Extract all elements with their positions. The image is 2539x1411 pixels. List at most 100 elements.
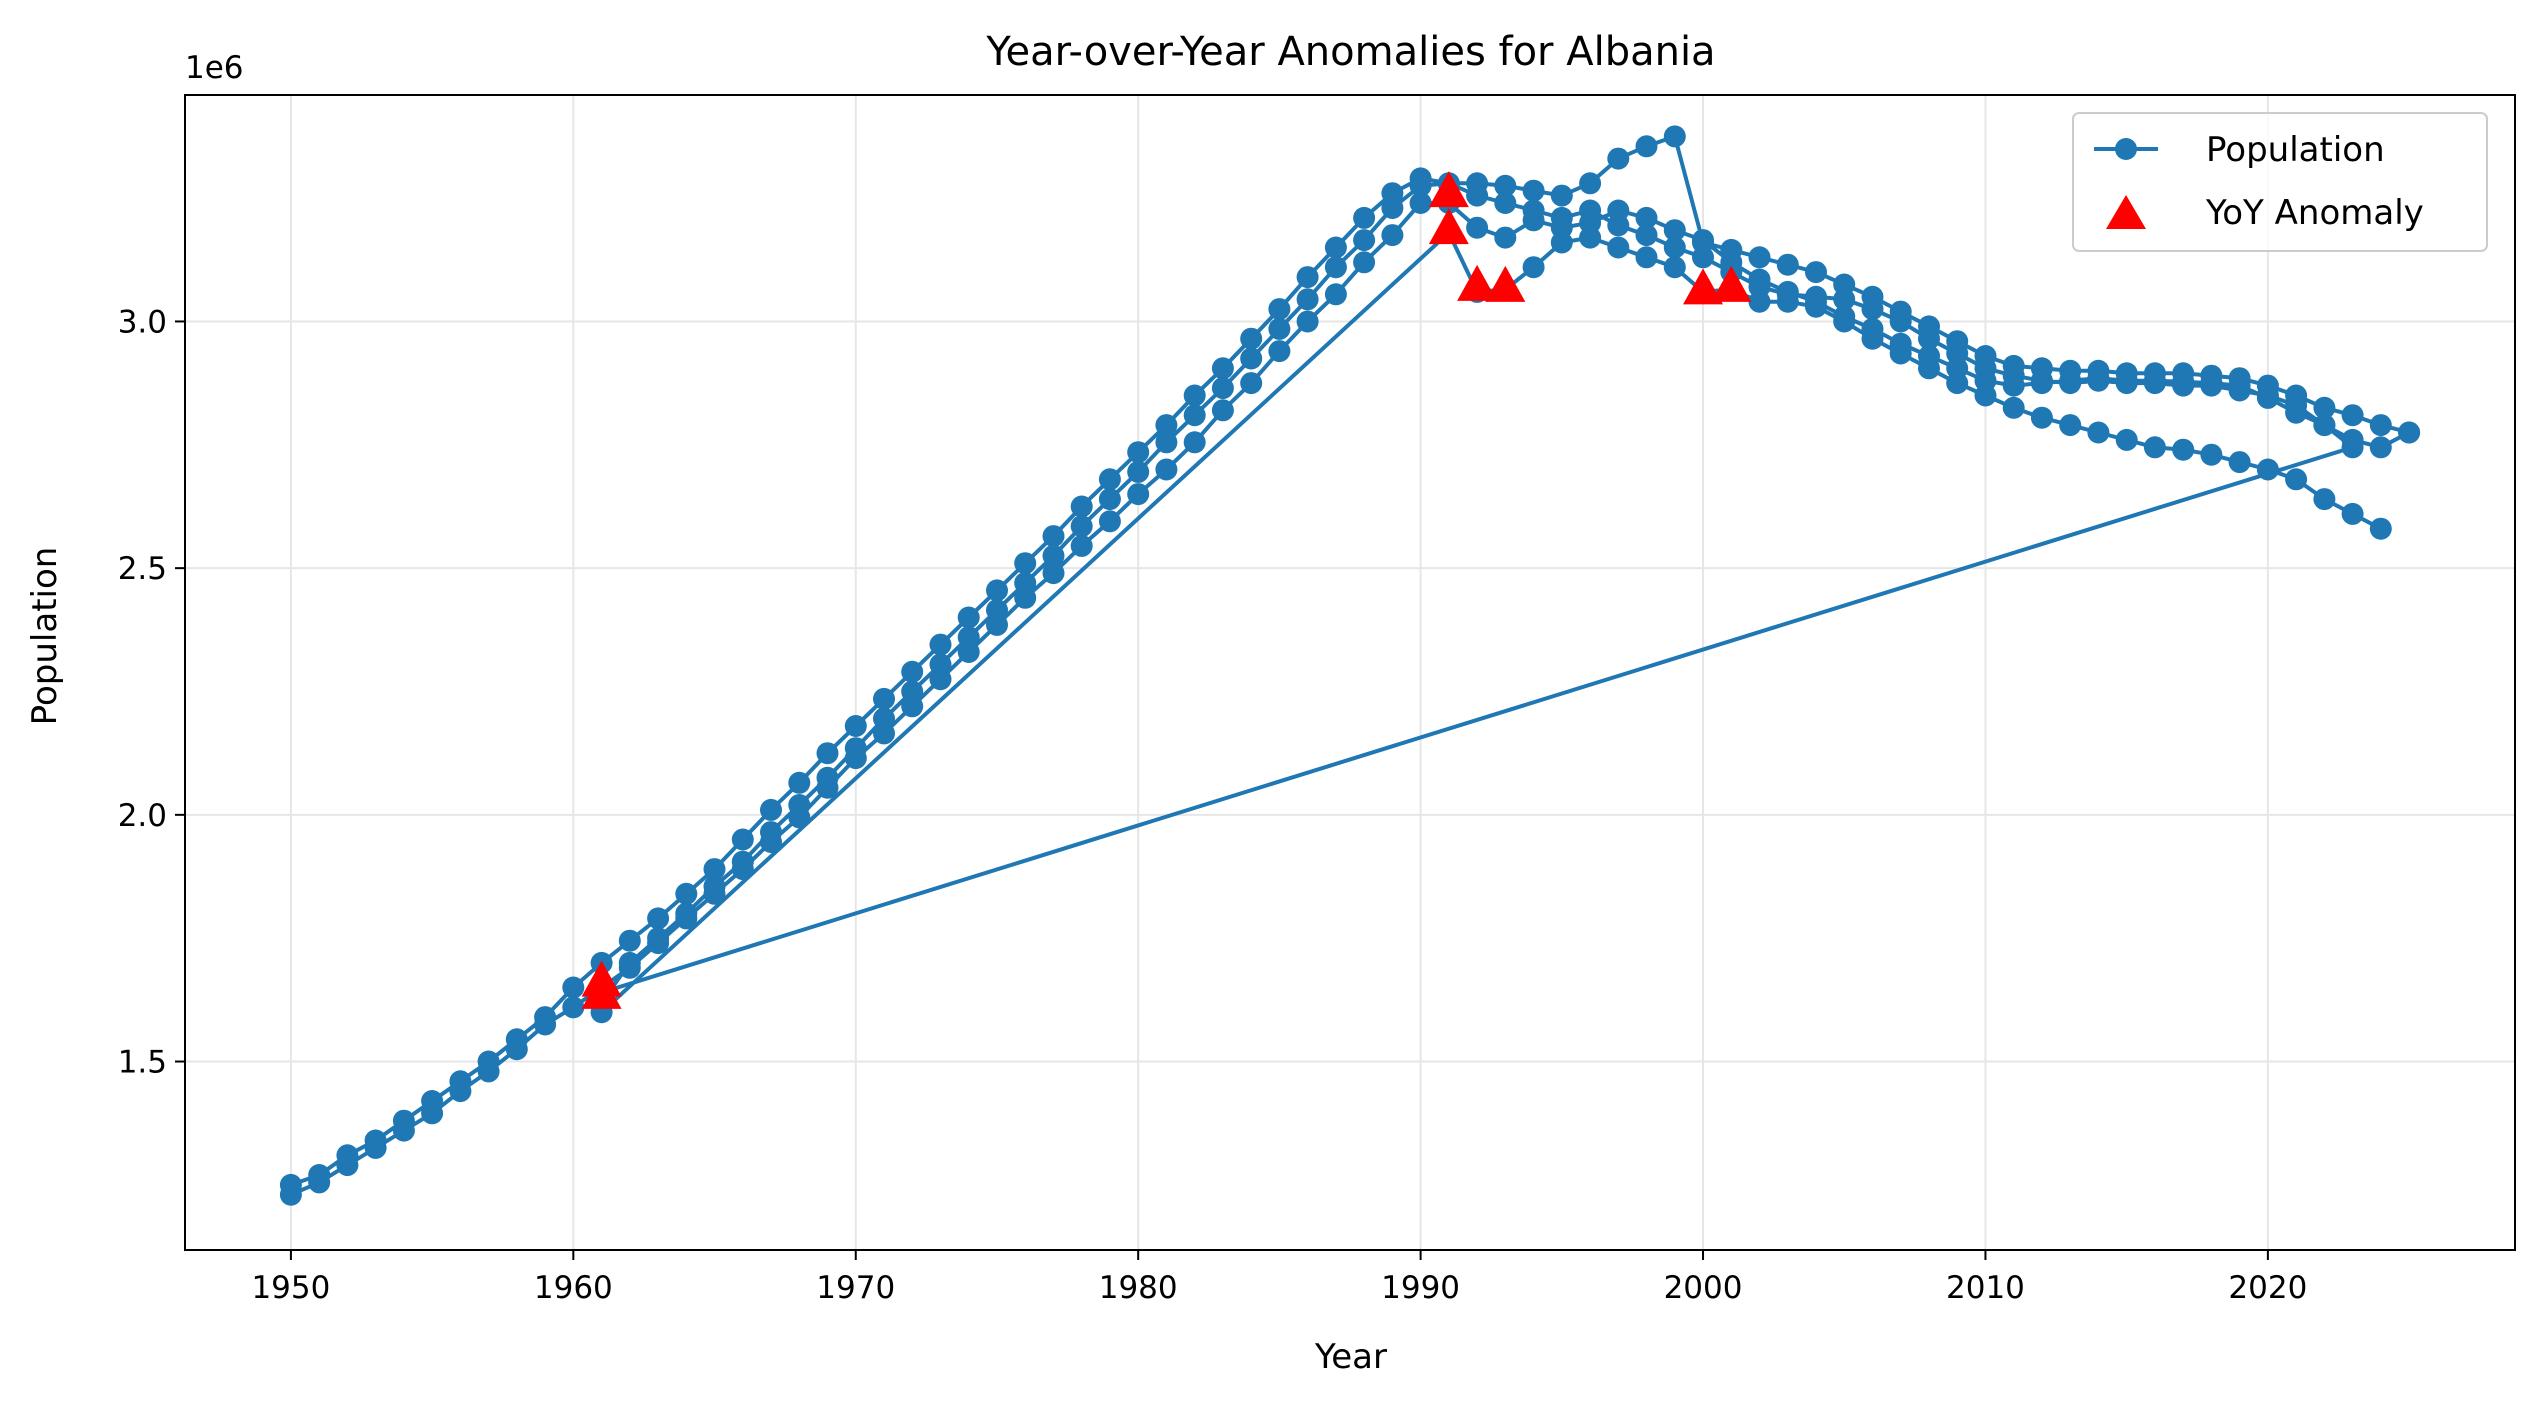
- population-point: [1211, 399, 1234, 422]
- population-point: [647, 927, 670, 950]
- population-point: [1211, 357, 1234, 380]
- population-point: [1522, 179, 1545, 202]
- population-point: [1268, 298, 1291, 321]
- population-point: [1974, 357, 1997, 380]
- population-point: [421, 1102, 444, 1125]
- population-point: [957, 606, 980, 629]
- population-point: [1692, 229, 1714, 252]
- population-point: [2285, 468, 2308, 491]
- population-point: [1579, 226, 1602, 249]
- population-point: [1098, 488, 1121, 511]
- population-point: [618, 929, 641, 952]
- population-point: [1805, 295, 1827, 318]
- population-point: [1635, 206, 1658, 229]
- population-point: [873, 687, 895, 710]
- population-point: [731, 850, 754, 873]
- population-point: [2369, 436, 2392, 459]
- population-point: [364, 1136, 387, 1159]
- population-point: [1070, 534, 1093, 557]
- population-point: [1381, 197, 1404, 219]
- x-tick-label: 1980: [1099, 1270, 1178, 1306]
- population-point: [2172, 374, 2195, 397]
- population-point: [1494, 226, 1517, 249]
- legend-anomaly-label: YoY Anomaly: [2205, 193, 2424, 233]
- legend-population-marker: [2115, 138, 2137, 160]
- anomaly-layer: [581, 171, 1752, 1009]
- population-point: [1296, 288, 1319, 311]
- population-point: [703, 858, 726, 881]
- population-point: [2341, 404, 2364, 427]
- population-point: [2313, 396, 2336, 419]
- population-point: [2369, 517, 2392, 540]
- population-point: [449, 1080, 472, 1103]
- population-point: [1861, 327, 1884, 350]
- population-point: [1183, 431, 1206, 454]
- population-point: [986, 579, 1008, 602]
- population-point: [1635, 246, 1658, 269]
- population-point: [788, 771, 811, 794]
- population-point: [1579, 172, 1602, 195]
- x-tick-label: 1970: [816, 1270, 895, 1306]
- population-point: [1353, 206, 1376, 229]
- grid-lines: [185, 95, 2515, 1250]
- population-point: [873, 707, 895, 730]
- population-point: [929, 653, 952, 676]
- population-point: [2002, 396, 2025, 419]
- population-point: [2030, 406, 2053, 429]
- population-point: [2398, 421, 2421, 444]
- population-point: [1098, 468, 1121, 491]
- y-axis-ticks: 1.5 2.0 2.5 3.0: [118, 304, 185, 1081]
- population-point: [957, 626, 980, 649]
- population-point: [1240, 372, 1263, 395]
- population-point: [760, 798, 782, 821]
- population-point: [1155, 414, 1178, 437]
- population-point: [1663, 256, 1686, 279]
- population-point: [1268, 317, 1291, 340]
- population-point: [1042, 544, 1065, 567]
- population-point: [1155, 431, 1178, 454]
- population-point: [1211, 377, 1234, 400]
- population-point: [2256, 384, 2279, 407]
- population-point: [562, 976, 585, 999]
- population-point: [1127, 460, 1150, 483]
- population-point: [844, 737, 867, 760]
- population-point: [647, 907, 670, 930]
- population-point: [675, 882, 698, 905]
- population-point: [1748, 246, 1771, 269]
- population-point: [1014, 552, 1037, 575]
- population-point: [618, 951, 641, 974]
- population-point: [1042, 562, 1065, 585]
- x-tick-label: 2000: [1664, 1270, 1743, 1306]
- y-tick-label: 2.0: [118, 798, 167, 834]
- population-point: [929, 633, 952, 656]
- population-point: [308, 1171, 331, 1194]
- population-point: [1014, 572, 1037, 594]
- population-point: [2030, 369, 2053, 392]
- population-point: [1776, 253, 1799, 276]
- population-point: [2256, 458, 2279, 481]
- population-point: [2228, 379, 2251, 402]
- population-point: [2228, 451, 2251, 474]
- population-point: [1466, 184, 1489, 207]
- population-point: [901, 680, 924, 703]
- population-point: [2059, 372, 2082, 395]
- population-point: [1070, 515, 1093, 538]
- population-point: [336, 1154, 359, 1177]
- population-point: [731, 828, 754, 851]
- x-tick-label: 2010: [1946, 1270, 2025, 1306]
- y-tick-label: 1.5: [118, 1045, 167, 1081]
- population-point: [1127, 483, 1150, 506]
- plot-area-frame: [184, 94, 2516, 1251]
- population-point: [1889, 310, 1912, 333]
- y-axis-label: Population: [25, 547, 65, 726]
- population-point: [1607, 236, 1630, 259]
- anomaly-marker: [1485, 265, 1526, 302]
- population-point: [1409, 192, 1432, 214]
- chart-title: Year-over-Year Anomalies for Albania: [985, 29, 1715, 75]
- x-tick-label: 1960: [534, 1270, 613, 1306]
- population-point: [1240, 347, 1263, 370]
- population-point: [2143, 372, 2166, 395]
- population-point: [2369, 414, 2392, 437]
- population-point: [1155, 458, 1178, 481]
